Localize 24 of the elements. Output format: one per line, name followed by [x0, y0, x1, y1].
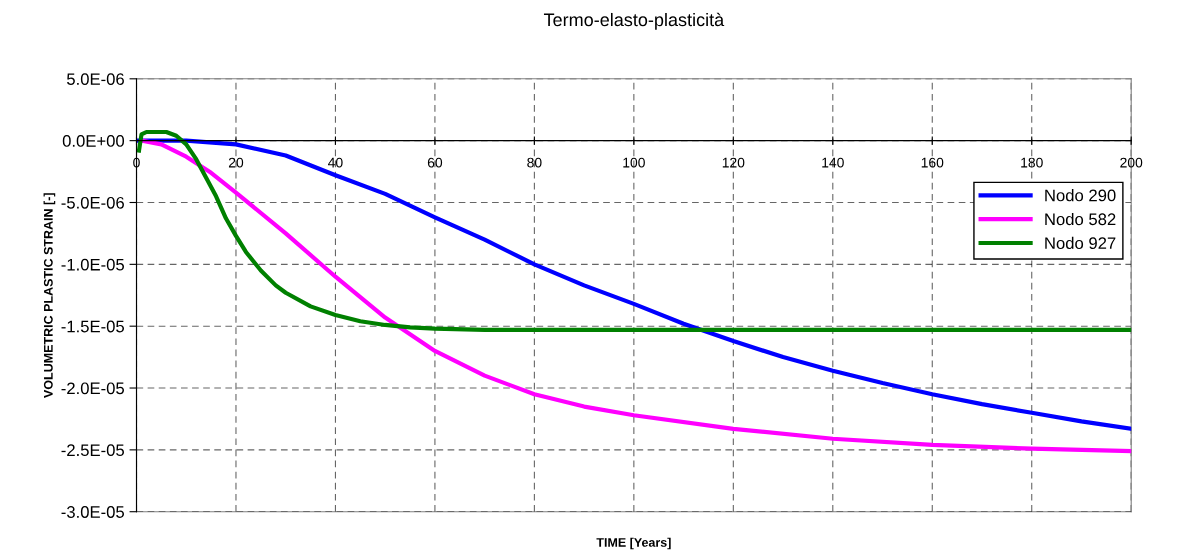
- y-tick-label: -1.5E-05: [61, 320, 125, 333]
- y-tick-label: 5.0E-06: [67, 73, 124, 86]
- x-tick-label: 20: [228, 157, 244, 168]
- chart-title: Termo-elasto-plasticità: [543, 12, 725, 30]
- y-tick-label: -3.0E-05: [61, 506, 125, 518]
- y-tick-label: -5.0E-06: [61, 196, 124, 209]
- x-tick-label: 140: [822, 157, 844, 168]
- x-tick-label: 160: [921, 157, 944, 168]
- x-tick-label: 180: [1021, 157, 1043, 168]
- legend-label: Nodo 290: [1045, 189, 1116, 202]
- x-axis-title: TIME [Years]: [596, 537, 671, 550]
- y-tick-label: 0.0E+00: [62, 135, 125, 147]
- x-tick-label: 100: [623, 157, 645, 168]
- x-tick-label: 200: [1120, 157, 1143, 168]
- x-tick-label: 60: [427, 157, 443, 168]
- y-axis-title: VOLUMETRIC PLASTIC STRAIN [-]: [43, 193, 56, 398]
- legend-label: Nodo 582: [1045, 212, 1116, 226]
- x-tick-label: 40: [328, 157, 343, 168]
- legend-label: Nodo 927: [1045, 236, 1116, 250]
- x-tick-label: 80: [527, 157, 542, 168]
- x-tick-label: 120: [722, 157, 745, 168]
- y-tick-label: -2.5E-05: [61, 444, 125, 457]
- y-tick-label: -2.0E-05: [61, 382, 125, 395]
- y-tick-label: -1.0E-05: [61, 258, 125, 271]
